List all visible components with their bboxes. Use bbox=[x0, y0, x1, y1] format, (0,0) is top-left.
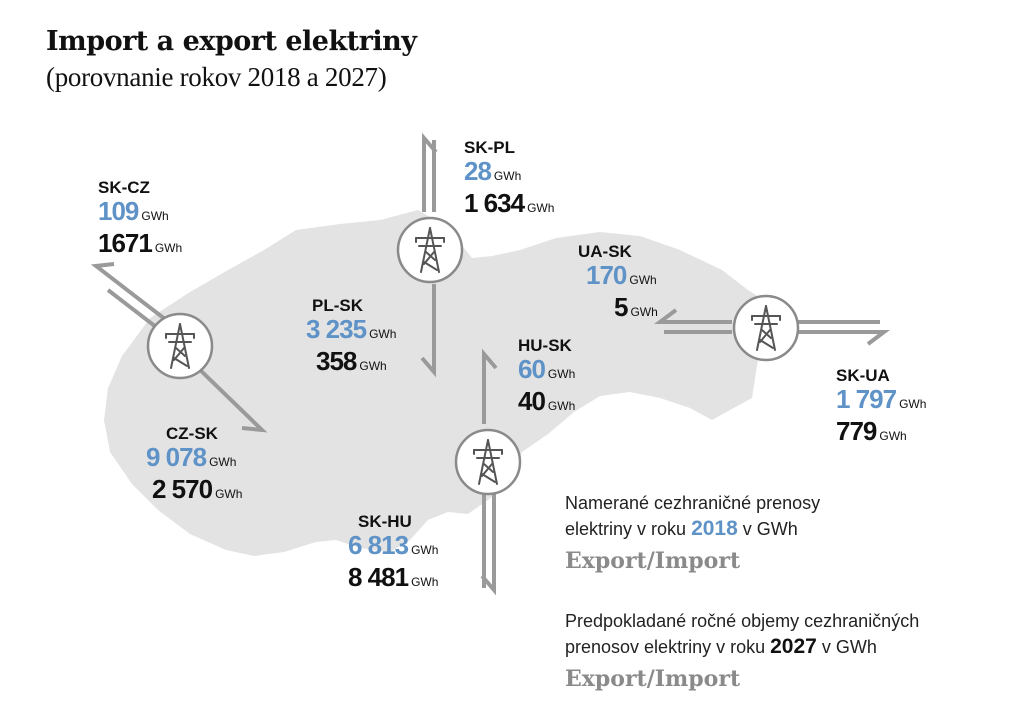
unit-label: GWh bbox=[879, 429, 907, 443]
unit-label: GWh bbox=[359, 359, 387, 373]
unit-label: GWh bbox=[493, 169, 522, 183]
legend-2027-line2: prenosov elektriny v roku bbox=[565, 637, 766, 657]
legend-2018-line2: elektriny v roku bbox=[565, 519, 687, 539]
value-2027: 2 570 bbox=[152, 474, 213, 504]
pylon-icon bbox=[454, 428, 522, 496]
value-2027: 358 bbox=[316, 346, 357, 376]
value-2018: 109 bbox=[98, 196, 139, 226]
legend-2018: Namerané cezhraničné prenosy elektriny v… bbox=[565, 490, 820, 574]
value-2027: 1 634 bbox=[464, 188, 525, 218]
legend-2027: Predpokladané ročné objemy cezhraničných… bbox=[565, 608, 919, 692]
flow-pl-sk: PL-SK 3 235 GWh 358 GWh bbox=[306, 296, 396, 380]
unit-label: GWh bbox=[899, 397, 927, 411]
flow-code: SK-PL bbox=[464, 138, 515, 157]
unit-label: GWh bbox=[630, 305, 658, 319]
flow-code: HU-SK bbox=[518, 336, 572, 355]
pylon-icon bbox=[396, 216, 464, 284]
arrow-sk-cz bbox=[90, 262, 176, 328]
unit-label: GWh bbox=[154, 241, 183, 255]
flow-hu-sk: HU-SK 60 GWh 40 GWh bbox=[518, 336, 575, 420]
legend-2018-year: 2018 bbox=[691, 517, 738, 540]
arrow-cz-sk bbox=[106, 288, 268, 433]
value-2027: 1671 bbox=[98, 228, 153, 258]
value-2018: 3 235 bbox=[306, 314, 367, 344]
unit-label: GWh bbox=[547, 367, 576, 381]
value-2027: 779 bbox=[836, 416, 877, 446]
unit-label: GWh bbox=[547, 399, 576, 413]
flow-sk-hu: SK-HU 6 813 GWh 8 481 GWh bbox=[348, 512, 438, 596]
legend-2027-export-import: Export/Import bbox=[565, 666, 741, 692]
value-2018: 170 bbox=[586, 260, 627, 290]
map-subtitle: (porovnanie rokov 2018 a 2027) bbox=[46, 62, 387, 92]
value-2027: 5 bbox=[614, 292, 629, 322]
legend-2018-export-import: Export/Import bbox=[565, 548, 741, 574]
unit-label: GWh bbox=[629, 273, 657, 287]
flow-code: UA-SK bbox=[578, 242, 632, 261]
unit-label: GWh bbox=[215, 487, 243, 501]
flow-code: SK-CZ bbox=[98, 178, 150, 197]
flow-code: PL-SK bbox=[312, 296, 363, 315]
pylon-icon bbox=[146, 312, 214, 380]
legend-2027-year: 2027 bbox=[770, 635, 817, 658]
value-2027: 8 481 bbox=[348, 562, 409, 592]
legend-2018-line1: Namerané cezhraničné prenosy bbox=[565, 493, 821, 513]
slovakia-land bbox=[104, 210, 774, 556]
pylon-icon bbox=[732, 294, 800, 362]
flow-code: CZ-SK bbox=[166, 424, 218, 443]
flow-code: SK-UA bbox=[836, 366, 890, 385]
legend-2027-unit: v GWh bbox=[821, 637, 877, 657]
value-2018: 28 bbox=[464, 156, 492, 186]
unit-label: GWh bbox=[411, 543, 439, 557]
flow-code: SK-HU bbox=[358, 512, 412, 531]
map-title: Import a export elektriny bbox=[46, 26, 417, 57]
value-2018: 1 797 bbox=[836, 384, 897, 414]
flow-sk-pl: SK-PL 28 GWh 1 634 GWh bbox=[464, 138, 554, 222]
unit-label: GWh bbox=[527, 201, 555, 215]
arrow-ua-sk bbox=[654, 308, 732, 334]
unit-label: GWh bbox=[141, 209, 169, 223]
legend-2027-line1: Predpokladané ročné objemy cezhraničných bbox=[565, 611, 920, 631]
value-2018: 60 bbox=[518, 354, 546, 384]
arrow-pl-sk bbox=[420, 140, 436, 378]
arrow-sk-hu bbox=[480, 494, 496, 596]
arrow-hu-sk bbox=[482, 348, 498, 424]
flow-sk-cz: SK-CZ 109 GWh 1671 GWh bbox=[98, 178, 182, 262]
unit-label: GWh bbox=[209, 455, 237, 469]
value-2018: 9 078 bbox=[146, 442, 207, 472]
arrow-sk-ua bbox=[798, 320, 890, 346]
value-2018: 6 813 bbox=[348, 530, 409, 560]
value-2027: 40 bbox=[518, 386, 546, 416]
legend-2018-unit: v GWh bbox=[742, 519, 798, 539]
flow-cz-sk: CZ-SK 9 078 GWh 2 570 GWh bbox=[146, 424, 242, 508]
unit-label: GWh bbox=[369, 327, 397, 341]
flow-sk-ua: SK-UA 1 797 GWh 779 GWh bbox=[836, 366, 926, 450]
flow-ua-sk: UA-SK 170 GWh 5 GWh bbox=[578, 242, 658, 326]
unit-label: GWh bbox=[411, 575, 439, 589]
